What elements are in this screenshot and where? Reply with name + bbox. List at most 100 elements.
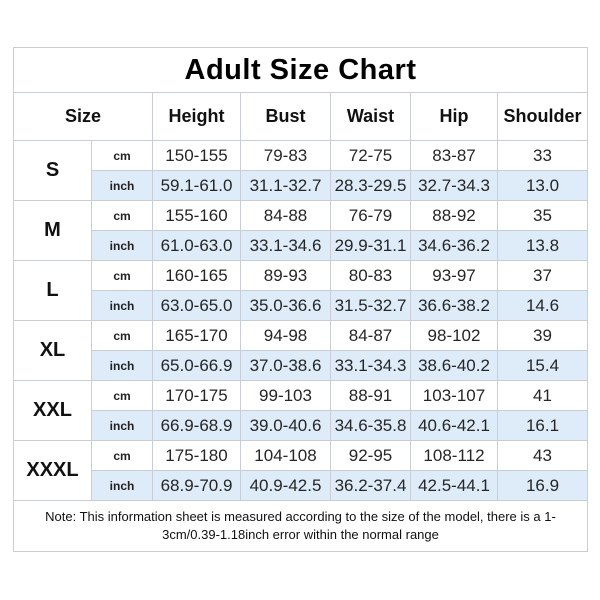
size-row-l-inch: inch 63.0-65.0 35.0-36.6 31.5-32.7 36.6-… bbox=[14, 290, 588, 321]
size-row-xxl-cm: XXL cm 170-175 99-103 88-91 103-107 41 bbox=[13, 380, 588, 441]
measurement-cell: 68.9-70.9 bbox=[152, 470, 241, 501]
measurement-cell: 93-97 bbox=[410, 260, 498, 291]
unit-label: cm bbox=[91, 140, 153, 171]
measurement-cell: 165-170 bbox=[152, 320, 241, 351]
measurement-cell: 150-155 bbox=[152, 140, 241, 171]
unit-label: cm bbox=[91, 440, 153, 471]
measurement-cell: 88-92 bbox=[410, 200, 498, 231]
size-label: M bbox=[13, 200, 92, 261]
measurement-cell: 34.6-35.8 bbox=[330, 410, 411, 441]
measurement-cell: 36.2-37.4 bbox=[330, 470, 411, 501]
note-text: Note: This information sheet is measured… bbox=[13, 500, 588, 552]
measurement-cell: 13.0 bbox=[497, 170, 588, 201]
size-row-xxxl-inch: inch 68.9-70.9 40.9-42.5 36.2-37.4 42.5-… bbox=[14, 470, 588, 501]
measurement-cell: 36.6-38.2 bbox=[410, 290, 498, 321]
size-label: XL bbox=[13, 320, 92, 381]
measurement-cell: 108-112 bbox=[410, 440, 498, 471]
measurement-cell: 160-165 bbox=[152, 260, 241, 291]
measurement-cell: 35.0-36.6 bbox=[240, 290, 331, 321]
measurement-cell: 92-95 bbox=[330, 440, 411, 471]
measurement-cell: 37.0-38.6 bbox=[240, 350, 331, 381]
measurement-cell: 43 bbox=[497, 440, 588, 471]
size-label: XXXL bbox=[13, 440, 92, 501]
size-row-xl-cm: XL cm 165-170 94-98 84-87 98-102 39 bbox=[13, 320, 588, 381]
size-row-xxl-inch: inch 66.9-68.9 39.0-40.6 34.6-35.8 40.6-… bbox=[14, 410, 588, 441]
measurement-cell: 94-98 bbox=[240, 320, 331, 351]
size-row-xl-inch: inch 65.0-66.9 37.0-38.6 33.1-34.3 38.6-… bbox=[14, 350, 588, 381]
measurement-cell: 99-103 bbox=[240, 380, 331, 411]
measurement-cell: 31.5-32.7 bbox=[330, 290, 411, 321]
measurement-cell: 42.5-44.1 bbox=[410, 470, 498, 501]
measurement-cell: 84-88 bbox=[240, 200, 331, 231]
unit-label: inch bbox=[91, 410, 153, 441]
column-header-shoulder: Shoulder bbox=[497, 92, 588, 141]
column-header-size: Size bbox=[13, 92, 153, 141]
table-title: Adult Size Chart bbox=[13, 47, 588, 93]
size-row-s-cm: S cm 150-155 79-83 72-75 83-87 33 bbox=[13, 140, 588, 201]
measurement-cell: 175-180 bbox=[152, 440, 241, 471]
column-header-hip: Hip bbox=[410, 92, 498, 141]
unit-label: inch bbox=[91, 290, 153, 321]
measurement-cell: 76-79 bbox=[330, 200, 411, 231]
unit-label: inch bbox=[91, 230, 153, 261]
measurement-cell: 33.1-34.3 bbox=[330, 350, 411, 381]
unit-label: cm bbox=[91, 380, 153, 411]
size-chart-table: Adult Size Chart Size Height Bust Waist … bbox=[13, 47, 588, 552]
size-label: S bbox=[13, 140, 92, 201]
measurement-cell: 72-75 bbox=[330, 140, 411, 171]
measurement-cell: 33.1-34.6 bbox=[240, 230, 331, 261]
measurement-cell: 32.7-34.3 bbox=[410, 170, 498, 201]
measurement-cell: 84-87 bbox=[330, 320, 411, 351]
measurement-cell: 83-87 bbox=[410, 140, 498, 171]
measurement-cell: 66.9-68.9 bbox=[152, 410, 241, 441]
size-row-m-inch: inch 61.0-63.0 33.1-34.6 29.9-31.1 34.6-… bbox=[14, 230, 588, 261]
measurement-cell: 13.8 bbox=[497, 230, 588, 261]
measurement-cell: 40.6-42.1 bbox=[410, 410, 498, 441]
measurement-cell: 39 bbox=[497, 320, 588, 351]
measurement-cell: 31.1-32.7 bbox=[240, 170, 331, 201]
size-label: L bbox=[13, 260, 92, 321]
measurement-cell: 89-93 bbox=[240, 260, 331, 291]
measurement-cell: 65.0-66.9 bbox=[152, 350, 241, 381]
measurement-cell: 88-91 bbox=[330, 380, 411, 411]
measurement-cell: 15.4 bbox=[497, 350, 588, 381]
measurement-cell: 35 bbox=[497, 200, 588, 231]
measurement-cell: 104-108 bbox=[240, 440, 331, 471]
measurement-cell: 79-83 bbox=[240, 140, 331, 171]
unit-label: inch bbox=[91, 350, 153, 381]
measurement-cell: 16.9 bbox=[497, 470, 588, 501]
measurement-cell: 61.0-63.0 bbox=[152, 230, 241, 261]
measurement-cell: 39.0-40.6 bbox=[240, 410, 331, 441]
measurement-cell: 103-107 bbox=[410, 380, 498, 411]
column-header-height: Height bbox=[152, 92, 241, 141]
unit-label: cm bbox=[91, 320, 153, 351]
header-row: Size Height Bust Waist Hip Shoulder bbox=[13, 92, 588, 141]
size-label: XXL bbox=[13, 380, 92, 441]
measurement-cell: 38.6-40.2 bbox=[410, 350, 498, 381]
unit-label: inch bbox=[91, 170, 153, 201]
measurement-cell: 34.6-36.2 bbox=[410, 230, 498, 261]
title-row: Adult Size Chart bbox=[13, 47, 588, 93]
size-row-s-inch: inch 59.1-61.0 31.1-32.7 28.3-29.5 32.7-… bbox=[14, 170, 588, 201]
measurement-cell: 41 bbox=[497, 380, 588, 411]
measurement-cell: 63.0-65.0 bbox=[152, 290, 241, 321]
unit-label: inch bbox=[91, 470, 153, 501]
measurement-cell: 28.3-29.5 bbox=[330, 170, 411, 201]
measurement-cell: 37 bbox=[497, 260, 588, 291]
measurement-cell: 59.1-61.0 bbox=[152, 170, 241, 201]
column-header-waist: Waist bbox=[330, 92, 411, 141]
measurement-cell: 29.9-31.1 bbox=[330, 230, 411, 261]
measurement-cell: 16.1 bbox=[497, 410, 588, 441]
measurement-cell: 155-160 bbox=[152, 200, 241, 231]
size-row-xxxl-cm: XXXL cm 175-180 104-108 92-95 108-112 43 bbox=[13, 440, 588, 501]
size-row-l-cm: L cm 160-165 89-93 80-83 93-97 37 bbox=[13, 260, 588, 321]
measurement-cell: 98-102 bbox=[410, 320, 498, 351]
measurement-cell: 170-175 bbox=[152, 380, 241, 411]
measurement-cell: 80-83 bbox=[330, 260, 411, 291]
column-header-bust: Bust bbox=[240, 92, 331, 141]
measurement-cell: 33 bbox=[497, 140, 588, 171]
size-row-m-cm: M cm 155-160 84-88 76-79 88-92 35 bbox=[13, 200, 588, 261]
measurement-cell: 40.9-42.5 bbox=[240, 470, 331, 501]
unit-label: cm bbox=[91, 200, 153, 231]
